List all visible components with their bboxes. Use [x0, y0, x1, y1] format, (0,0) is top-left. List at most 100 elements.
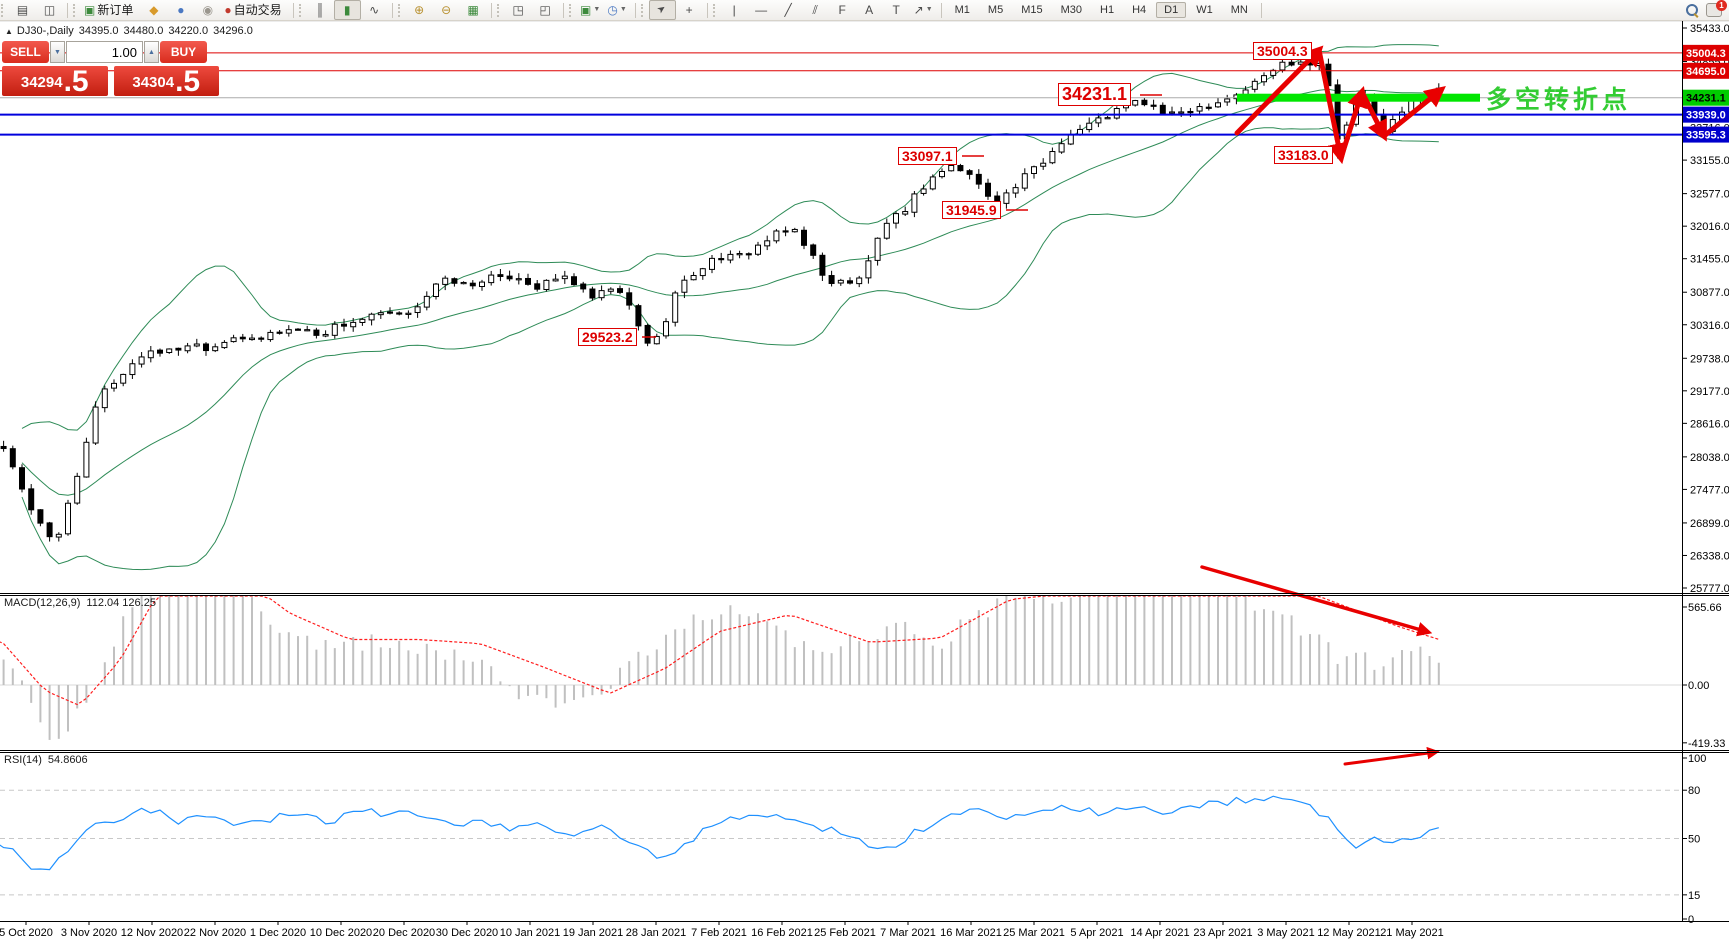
price-annotation-33183.0[interactable]: 33183.0 [1274, 146, 1333, 164]
channel-icon[interactable]: ⫽ [812, 3, 818, 17]
buy-price-frac: .5 [175, 65, 201, 98]
indicator-list-icon[interactable]: ◰ [539, 3, 551, 17]
zoom-in-icon[interactable]: ⊕ [414, 3, 425, 17]
svg-text:80: 80 [1688, 785, 1700, 797]
timeframe-m1[interactable]: M1 [954, 4, 970, 16]
new-order-label[interactable]: 新订单 [97, 3, 134, 17]
timeframe-m15[interactable]: M15 [1021, 4, 1043, 16]
buy-price-int: 34304 [132, 74, 175, 91]
buy-price-display[interactable]: 34304 .5 [113, 65, 219, 98]
macd-panel [0, 565, 1682, 740]
svg-text:15: 15 [1688, 890, 1700, 902]
sell-price-display[interactable]: 34294 .5 [2, 65, 108, 98]
market-icon[interactable]: ◆ [149, 3, 159, 17]
shapes-icon[interactable]: ↗ ▼ [913, 3, 933, 17]
svg-text:26338.0: 26338.0 [1690, 550, 1729, 562]
price-annotation-34231.1[interactable]: 34231.1 [1058, 83, 1132, 106]
svg-text:21 May 2021: 21 May 2021 [1380, 927, 1444, 939]
buy-button[interactable]: BUY [160, 41, 207, 63]
pivot-annotation-text: 多空转折点 [1486, 86, 1632, 114]
toolbar-group-handle [73, 3, 78, 17]
signals-icon[interactable]: ◉ [202, 3, 214, 17]
ohlc-high: 34480.0 [123, 25, 164, 37]
price-annotation-31945.9[interactable]: 31945.9 [942, 201, 1001, 219]
time-scale[interactable]: 5 Oct 2020 3 Nov 2020 12 Nov 2020 22 Nov 20… [0, 921, 1444, 939]
autotrading-label[interactable]: 自动交易 [233, 3, 282, 17]
volume-increase-button[interactable]: ▲ [144, 41, 159, 63]
svg-text:7 Mar 2021: 7 Mar 2021 [880, 927, 936, 939]
svg-text:35433.0: 35433.0 [1690, 23, 1729, 35]
svg-text:28038.0: 28038.0 [1690, 452, 1729, 464]
price-annotation-29523.2[interactable]: 29523.2 [578, 328, 637, 346]
timeframe-m30[interactable]: M30 [1060, 4, 1082, 16]
collapse-icon[interactable]: ▲ [5, 27, 13, 36]
svg-text:34231.1: 34231.1 [1686, 93, 1726, 105]
candlestick-icon[interactable]: ▮ [333, 0, 361, 20]
svg-text:31455.0: 31455.0 [1690, 254, 1729, 266]
one-click-trade-panel: SELL ▼ 1.00 ▲ BUY 34294 .5 34304 .5 [2, 41, 219, 98]
timeframe-mn[interactable]: MN [1230, 4, 1248, 16]
text-label-icon[interactable]: T [892, 3, 900, 17]
timeframe-h4[interactable]: H4 [1132, 4, 1147, 16]
fibonacci-icon[interactable]: F [838, 3, 846, 17]
notification-badge: 1 [1716, 0, 1727, 11]
svg-text:34695.0: 34695.0 [1686, 66, 1726, 78]
svg-text:3 May 2021: 3 May 2021 [1257, 927, 1314, 939]
sell-price-frac: .5 [63, 65, 89, 98]
zoom-out-icon[interactable]: ⊖ [441, 3, 452, 17]
svg-text:-419.33: -419.33 [1688, 738, 1725, 750]
price-annotation-35004.3[interactable]: 35004.3 [1253, 42, 1312, 60]
volume-input[interactable]: 1.00 [66, 41, 143, 63]
toolbar-group-handle [640, 3, 646, 17]
price-annotation-33097.1[interactable]: 33097.1 [898, 147, 957, 165]
svg-text:16 Feb 2021: 16 Feb 2021 [751, 927, 813, 939]
new-order-icon[interactable]: ▣ 新订单 [84, 3, 134, 17]
bollinger-bands [21, 44, 1439, 571]
line-chart-icon[interactable]: ∿ [369, 3, 380, 17]
horizontal-line-icon[interactable]: — [755, 3, 768, 17]
toolbar-separator [292, 2, 294, 18]
svg-text:0.00: 0.00 [1688, 680, 1709, 692]
svg-text:12 Nov 2020: 12 Nov 2020 [121, 927, 183, 939]
trend-arrows [1234, 45, 1446, 165]
sell-button[interactable]: SELL [2, 41, 49, 63]
timeframe-h1[interactable]: H1 [1100, 4, 1115, 16]
notifications-icon[interactable]: 1 [1706, 0, 1727, 17]
volume-decrease-button[interactable]: ▼ [50, 41, 65, 63]
ohlc-open: 34395.0 [78, 25, 119, 37]
svg-text:5 Oct 2020: 5 Oct 2020 [0, 927, 53, 939]
period-clock-icon[interactable]: ◷ ▼ [607, 3, 627, 17]
tile-windows-icon[interactable]: ▦ [467, 3, 479, 17]
toolbar-group-handle [568, 3, 574, 17]
timeframe-w1[interactable]: W1 [1196, 4, 1213, 16]
svg-text:32577.0: 32577.0 [1690, 189, 1729, 201]
toolbar-group-handle [496, 3, 502, 17]
workspace-icon[interactable]: ▤ [16, 3, 29, 17]
price-scale[interactable]: 35433.034855.033716.033155.032577.032016… [1682, 23, 1729, 926]
svg-text:33595.3: 33595.3 [1686, 130, 1726, 142]
svg-text:20 Dec 2020: 20 Dec 2020 [373, 927, 435, 939]
add-indicator-icon[interactable]: ▣ ▼ [579, 3, 601, 17]
search-icon[interactable] [1686, 4, 1699, 18]
svg-text:29738.0: 29738.0 [1690, 353, 1729, 365]
toolbar-separator [940, 2, 942, 18]
svg-text:32016.0: 32016.0 [1690, 221, 1729, 233]
text-icon[interactable]: A [865, 3, 874, 17]
community-icon[interactable]: ● [177, 3, 185, 17]
bar-chart-icon[interactable]: ║ [315, 3, 325, 17]
timeframe-d1[interactable]: D1 [1156, 2, 1187, 18]
svg-text:14 Apr 2021: 14 Apr 2021 [1130, 927, 1189, 939]
vertical-line-icon[interactable]: | [732, 3, 736, 17]
cursor-icon[interactable]: ➤ [648, 0, 676, 20]
trendline-icon[interactable]: ╱ [784, 3, 792, 17]
indicator-window-icon[interactable]: ◳ [512, 3, 524, 17]
timeframe-m5[interactable]: M5 [987, 4, 1004, 16]
data-window-icon[interactable]: ◫ [43, 3, 56, 17]
crosshair-icon[interactable]: + [685, 3, 693, 17]
rsi-panel [0, 746, 1682, 896]
svg-text:35004.3: 35004.3 [1686, 48, 1726, 60]
ohlc-low: 34220.0 [168, 25, 209, 37]
autotrading-icon[interactable]: ● 自动交易 [224, 3, 282, 17]
candlesticks [0, 52, 1442, 542]
